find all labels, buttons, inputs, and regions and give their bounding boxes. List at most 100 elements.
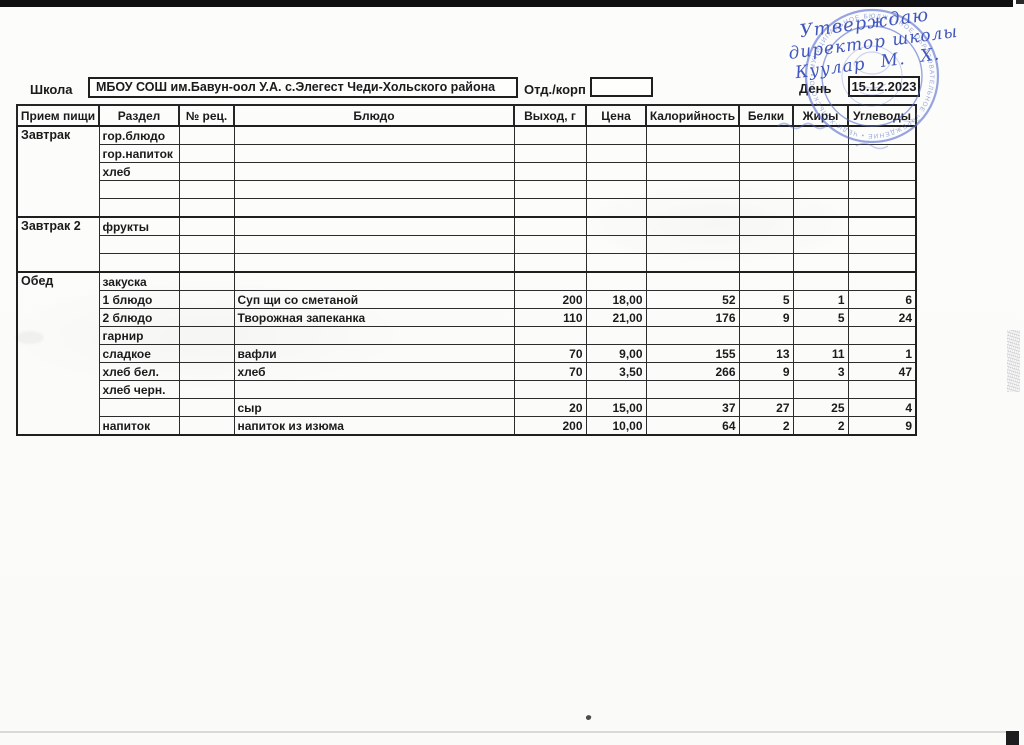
cell-fat xyxy=(792,125,849,145)
cell-out xyxy=(513,326,587,345)
cell-fat xyxy=(792,326,849,345)
cell-razdel xyxy=(98,398,180,417)
cell-out: 70 xyxy=(513,344,587,363)
cell-fat: 3 xyxy=(792,362,849,381)
cell-protein: 9 xyxy=(738,308,794,327)
cell-dish xyxy=(233,253,515,273)
table-row xyxy=(17,253,917,273)
cell-dish: Творожная запеканка xyxy=(233,308,515,327)
cell-price xyxy=(585,198,647,218)
cell-kcal xyxy=(645,162,740,181)
cell-price xyxy=(585,326,647,345)
cell-price xyxy=(585,235,647,254)
cell-carbs xyxy=(847,198,917,218)
cell-razdel: закуска xyxy=(98,271,180,291)
cell-dish xyxy=(233,162,515,181)
cell-price: 3,50 xyxy=(585,362,647,381)
cell-out xyxy=(513,180,587,199)
column-header: Раздел xyxy=(98,104,180,127)
cell-out: 200 xyxy=(513,290,587,309)
cell-razdel: хлеб черн. xyxy=(98,380,180,399)
cell-protein xyxy=(738,125,794,145)
cell-price: 15,00 xyxy=(585,398,647,417)
cell-protein xyxy=(738,235,794,254)
cell-rec xyxy=(178,326,235,345)
table-row xyxy=(17,235,917,254)
handwritten-approval: Утверждаю директор школы Куулар М. Х. xyxy=(783,2,962,84)
cell-kcal: 266 xyxy=(645,362,740,381)
cell-kcal xyxy=(645,144,740,163)
table-row: гарнир xyxy=(17,326,917,345)
column-header: № рец. xyxy=(178,104,235,127)
cell-out: 200 xyxy=(513,416,587,436)
cell-protein: 2 xyxy=(738,416,794,436)
day-label: День xyxy=(799,81,832,96)
cell-price: 21,00 xyxy=(585,308,647,327)
table-row: 1 блюдо Суп щи со сметаной 200 18,00 52 5 1 6 xyxy=(17,290,917,309)
cell-razdel: хлеб xyxy=(98,162,180,181)
cell-fat: 11 xyxy=(792,344,849,363)
cell-protein: 5 xyxy=(738,290,794,309)
cell-price xyxy=(585,271,647,291)
cell-fat xyxy=(792,380,849,399)
cell-protein xyxy=(738,198,794,218)
cell-carbs: 4 xyxy=(847,398,917,417)
cell-fat xyxy=(792,180,849,199)
cell-fat xyxy=(792,216,849,236)
cell-kcal xyxy=(645,216,740,236)
scan-corner-mark xyxy=(1006,731,1019,745)
scan-edge-fragment xyxy=(1016,0,1024,4)
column-header: Выход, г xyxy=(513,104,587,127)
column-header: Жиры xyxy=(792,104,849,127)
meal-section: Завтрак 2 фрукты xyxy=(16,216,917,273)
cell-carbs: 6 xyxy=(847,290,917,309)
cell-razdel: фрукты xyxy=(98,216,180,236)
cell-rec xyxy=(178,362,235,381)
cell-razdel: гор.блюдо xyxy=(98,125,180,145)
cell-razdel xyxy=(98,198,180,218)
cell-meal: Обед xyxy=(16,271,100,436)
cell-kcal xyxy=(645,198,740,218)
table-row xyxy=(17,180,917,199)
day-field: 15.12.2023 xyxy=(848,76,920,97)
cell-protein: 27 xyxy=(738,398,794,417)
cell-fat: 1 xyxy=(792,290,849,309)
cell-out xyxy=(513,144,587,163)
cell-out: 110 xyxy=(513,308,587,327)
cell-price xyxy=(585,144,647,163)
cell-fat xyxy=(792,253,849,273)
cell-rec xyxy=(178,144,235,163)
column-header: Калорийность xyxy=(645,104,740,127)
table-row: напиток напиток из изюма 200 10,00 64 2 2 9 xyxy=(17,416,917,436)
cell-dish xyxy=(233,271,515,291)
school-name-field: МБОУ СОШ им.Бавун-оол У.А. с.Элегест Чед… xyxy=(88,77,518,98)
cell-out xyxy=(513,380,587,399)
table-row: сыр 20 15,00 37 27 25 4 xyxy=(17,398,917,417)
cell-price: 18,00 xyxy=(585,290,647,309)
header-row: Прием пищи Раздел № рец. Блюдо Выход, г Цена К… xyxy=(16,104,917,127)
dept-label: Отд./корп xyxy=(524,82,586,97)
cell-rec xyxy=(178,198,235,218)
cell-out xyxy=(513,162,587,181)
cell-carbs xyxy=(847,271,917,291)
cell-dish xyxy=(233,144,515,163)
cell-razdel: 2 блюдо xyxy=(98,308,180,327)
cell-razdel: хлеб бел. xyxy=(98,362,180,381)
cell-dish: хлеб xyxy=(233,362,515,381)
cell-price xyxy=(585,162,647,181)
table-row: хлеб бел. хлеб 70 3,50 266 9 3 47 xyxy=(17,362,917,381)
cell-rec xyxy=(178,380,235,399)
cell-carbs: 47 xyxy=(847,362,917,381)
cell-kcal xyxy=(645,380,740,399)
cell-razdel xyxy=(98,235,180,254)
cell-out xyxy=(513,216,587,236)
cell-carbs xyxy=(847,162,917,181)
cell-protein xyxy=(738,216,794,236)
cell-rec xyxy=(178,271,235,291)
cell-dish: напиток из изюма xyxy=(233,416,515,436)
cell-protein: 9 xyxy=(738,362,794,381)
cell-carbs xyxy=(847,326,917,345)
cell-carbs xyxy=(847,180,917,199)
scan-bottom-line xyxy=(0,731,1006,733)
